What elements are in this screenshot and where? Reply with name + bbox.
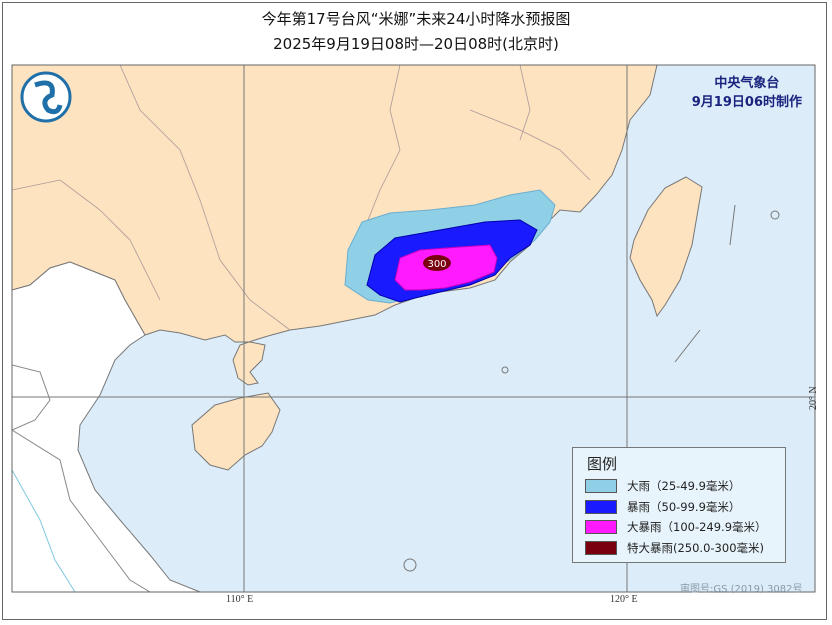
agency-name: 中央气象台 — [714, 76, 780, 91]
legend-label: 大雨（25-49.9毫米） — [627, 479, 741, 493]
cma-logo — [20, 71, 72, 123]
islands — [403, 204, 780, 572]
river — [12, 469, 76, 592]
legend-item: 暴雨（50-99.9毫米） — [585, 499, 740, 515]
map-title: 今年第17号台风“米娜”未来24小时降水预报图 — [261, 10, 571, 28]
lon-120-label: 120° E — [610, 594, 638, 605]
legend-item: 大雨（25-49.9毫米） — [585, 478, 740, 494]
indochina-land — [12, 261, 201, 592]
legend-label: 暴雨（50-99.9毫米） — [627, 500, 741, 514]
legend-label: 特大暴雨(250.0-300毫米) — [627, 541, 764, 555]
taiwan-island — [629, 176, 703, 318]
rain-250-300 — [423, 255, 451, 271]
legend-label: 大暴雨（100-249.9毫米） — [627, 520, 767, 534]
province-borders — [12, 65, 591, 331]
legend-swatch — [585, 500, 617, 514]
lon-110-label: 110° E — [226, 594, 254, 605]
legend-title: 图例 — [587, 455, 618, 473]
hainan-island — [191, 392, 281, 471]
vietnam-border — [12, 364, 151, 592]
map-review-number: 审图号:GS (2019) 3082号 — [680, 584, 803, 595]
legend-swatch — [585, 520, 617, 534]
legend-item: 大暴雨（100-249.9毫米） — [585, 519, 767, 535]
issue-time: 9月19日06时制作 — [691, 95, 802, 110]
legend-item: 特大暴雨(250.0-300毫米) — [585, 540, 764, 556]
lat-20-label: 20° N — [808, 386, 819, 410]
agency-stamp: 中央气象台 9月19日06时制作 — [692, 74, 802, 112]
legend-swatch — [585, 479, 617, 493]
map-frame — [11, 64, 816, 593]
legend: 图例 大雨（25-49.9毫米） 暴雨（50-99.9毫米） 大暴雨（100-2… — [572, 447, 786, 563]
legend-swatch — [585, 541, 617, 555]
map-subtitle: 2025年9月19日08时—20日08时(北京时) — [273, 35, 559, 53]
max-rain-label: 300 — [427, 259, 446, 270]
